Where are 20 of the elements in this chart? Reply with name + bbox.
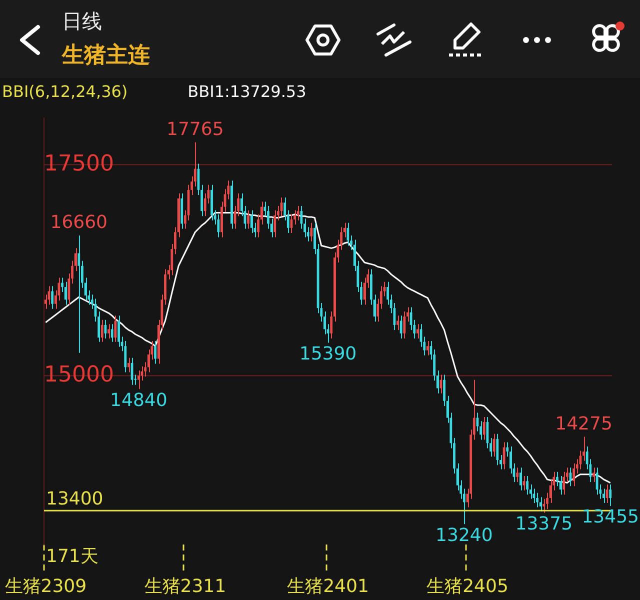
x-tick-label: 生猪2311: [144, 576, 226, 597]
annotation: 16660: [50, 212, 108, 234]
text: 171天: [46, 546, 98, 568]
y-tick-label: 17500: [44, 151, 114, 176]
legend-title: BBI(6,12,24,36): [2, 82, 128, 101]
x-tick-label: 生猪2309: [4, 576, 87, 597]
annotation: 15390: [299, 343, 357, 364]
annotation: 17765: [166, 118, 224, 140]
x-tick-label: 生猪2405: [426, 576, 508, 597]
y-tick-label: 15000: [44, 362, 114, 388]
chart-subtitle: 生猪主连: [62, 42, 150, 70]
ref-line-label: 13400: [46, 488, 104, 510]
chart-title: 日线: [62, 8, 102, 35]
x-tick-label: 生猪2401: [287, 576, 369, 597]
annotation: 14275: [555, 413, 612, 434]
annotation: 13455: [582, 506, 639, 528]
text: BBI1:13729.53: [188, 82, 306, 101]
annotation: 14840: [110, 390, 168, 411]
annotation: 13240: [436, 524, 493, 546]
annotation: 13375: [515, 513, 573, 534]
